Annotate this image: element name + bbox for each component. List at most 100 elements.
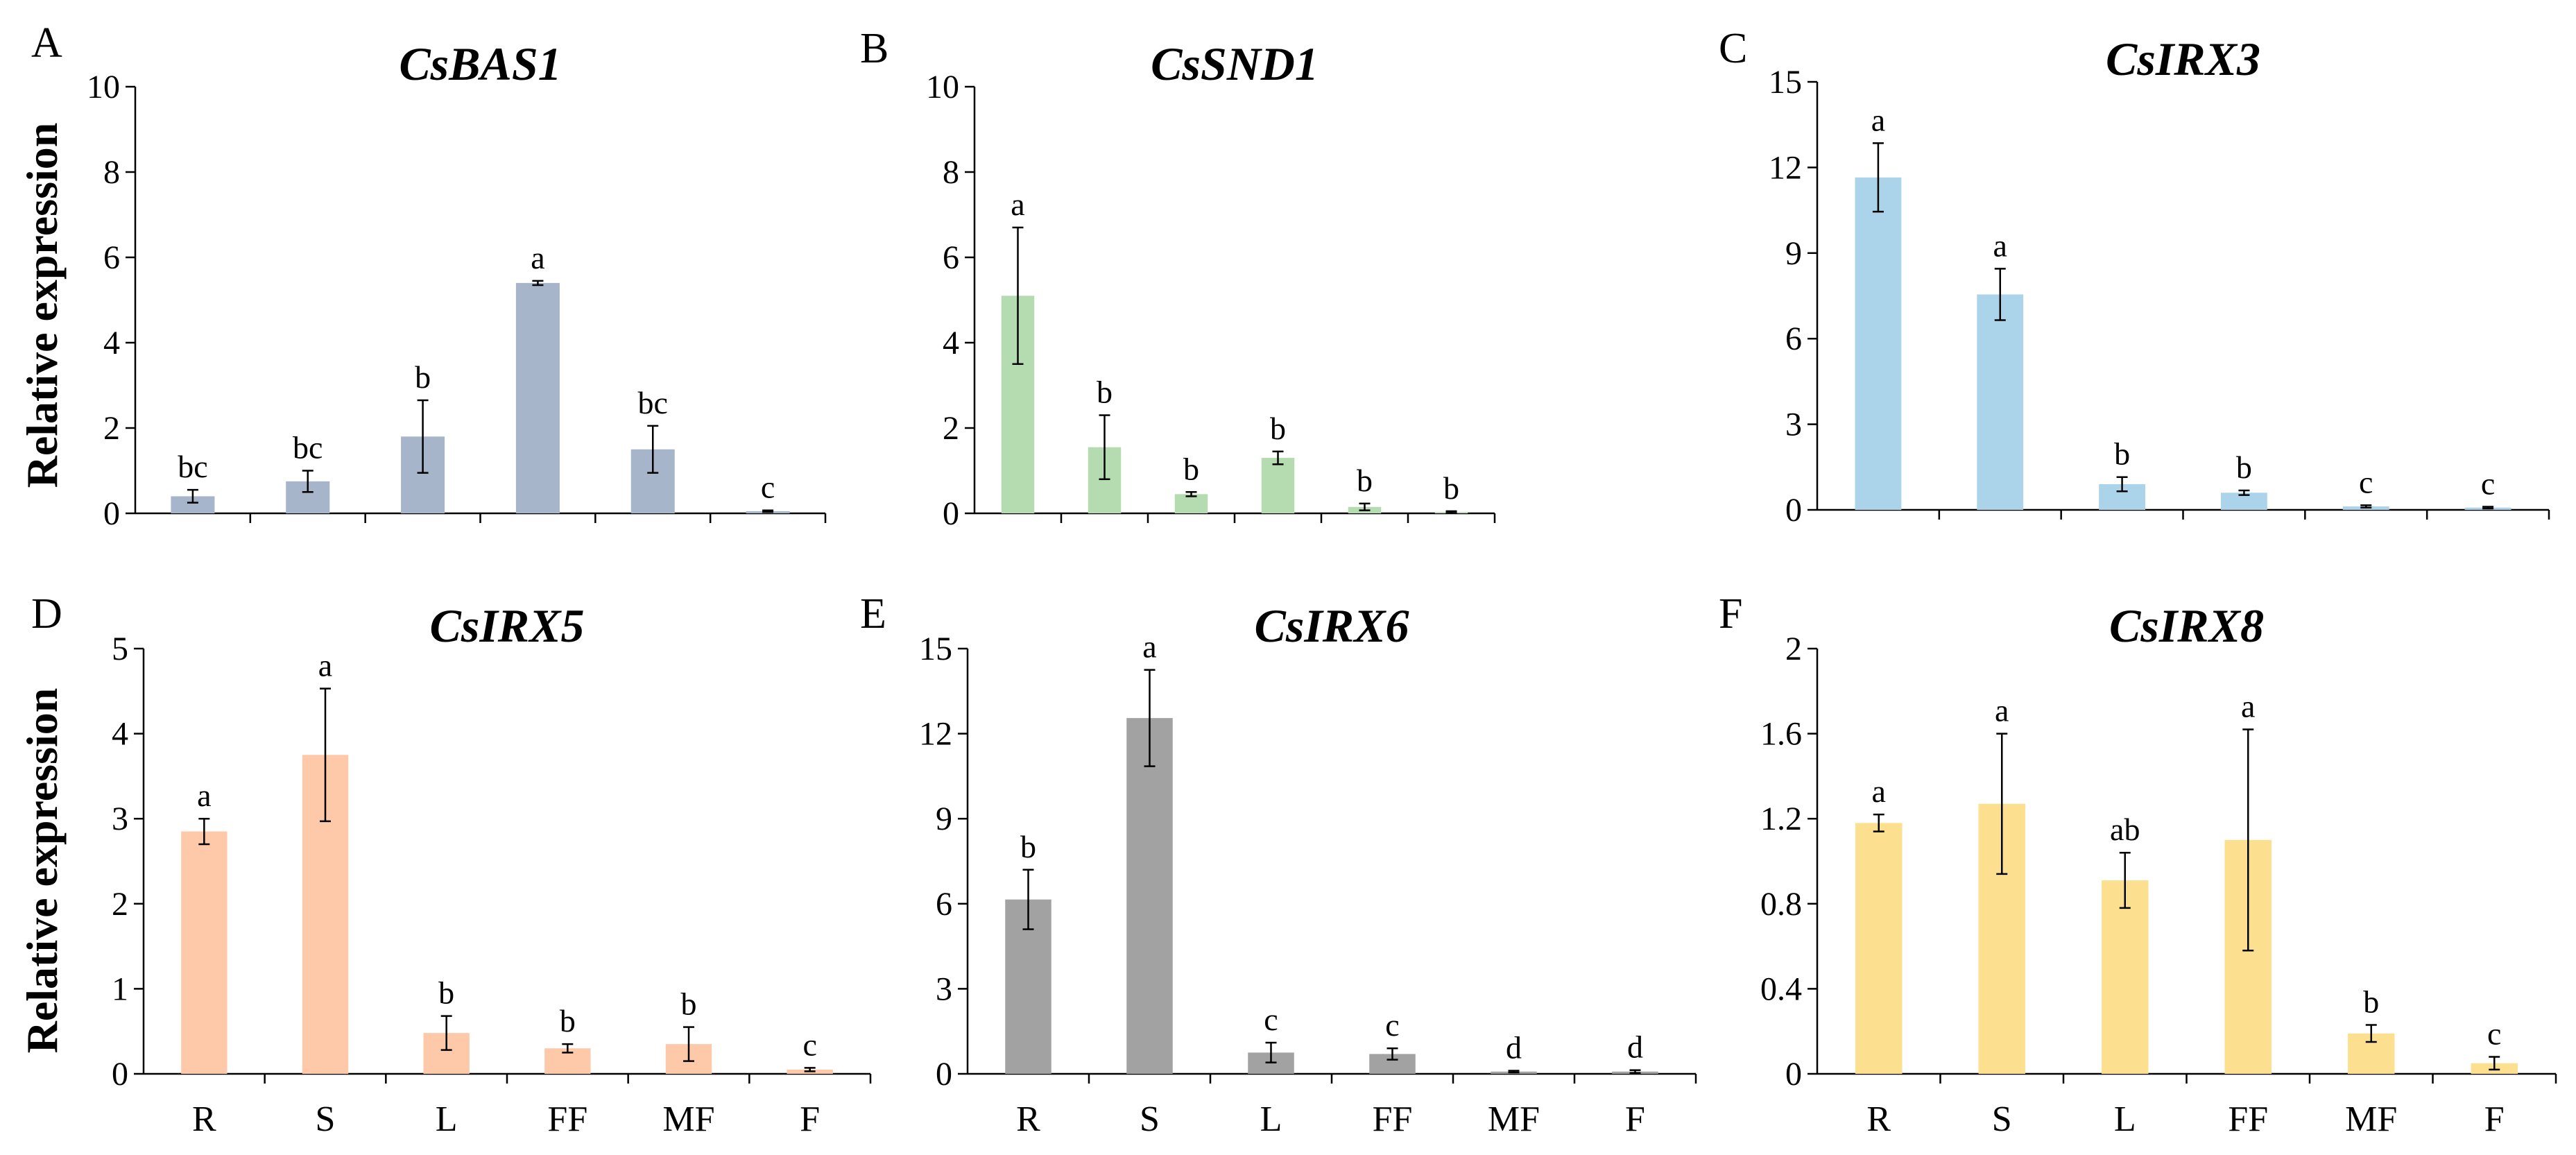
x-category-label: MF [1488,1100,1540,1139]
y-tick-label: 2 [103,410,120,447]
significance-label: b [1270,411,1286,446]
x-category-label: F [800,1100,820,1139]
significance-label: c [2359,464,2373,499]
significance-label: a [531,240,544,275]
x-category-label: FF [547,1100,587,1139]
chart-title: CsBAS1 [399,37,561,90]
significance-label: bc [178,449,207,484]
panel-letter: D [31,590,62,638]
panel-d-chart: D CsIRX5 0 1 2 3 4 5 a Ra Sb Lb FF b MF c F [31,590,872,1139]
y-tick-label: 10 [926,69,959,105]
y-tick-label: 6 [103,239,120,276]
y-axis-label-bottom: Relative expression [17,688,67,1054]
y-tick-label: 12 [919,716,952,753]
significance-label: a [2241,688,2255,724]
x-category-label: F [2484,1100,2505,1139]
significance-label: a [1011,187,1024,222]
y-tick-label: 4 [943,325,959,361]
x-category-label: MF [662,1100,714,1139]
significance-label: a [1993,228,2007,263]
x-category-label: F [1625,1100,1645,1139]
significance-label: a [1871,102,1885,137]
significance-label: b [681,986,697,1022]
x-category-label: FF [1373,1100,1413,1139]
x-category-label: R [1016,1100,1040,1139]
y-tick-label: 12 [1769,149,1802,186]
x-category-label: S [1992,1100,2012,1139]
significance-label: d [1506,1030,1522,1066]
significance-label: b [1443,470,1459,506]
panel-letter: F [1719,590,1742,638]
significance-label: b [438,975,454,1011]
y-tick-label: 9 [1785,235,1802,272]
significance-label: b [2114,436,2130,472]
significance-label: b [1357,463,1373,498]
x-category-label: MF [2345,1100,2397,1139]
y-tick-label: 6 [943,239,959,276]
y-tick-label: 10 [87,69,120,105]
significance-label: b [1183,451,1199,486]
y-tick-label: 9 [936,801,952,837]
y-tick-label: 3 [936,970,952,1007]
y-tick-label: 0 [103,495,120,532]
y-tick-label: 8 [943,154,959,191]
y-tick-label: 1 [112,970,128,1007]
bar [1855,177,1902,510]
x-category-label: S [1140,1100,1160,1139]
y-tick-label: 15 [919,631,952,667]
bar [1855,823,1903,1074]
y-tick-label: 5 [112,631,128,667]
x-category-label: L [2114,1100,2136,1139]
y-tick-label: 3 [1785,407,1802,443]
significance-label: b [560,1003,576,1038]
y-tick-label: 0.8 [1760,886,1802,923]
y-tick-label: 3 [112,801,128,837]
significance-label: c [1264,1002,1278,1037]
y-tick-label: 15 [1769,64,1802,101]
y-tick-label: 1.2 [1760,801,1802,837]
x-category-label: FF [2228,1100,2268,1139]
y-axis-label-top: Relative expression [17,123,67,488]
significance-label: bc [638,385,668,420]
y-tick-label: 2 [112,886,128,923]
bar [1261,458,1295,513]
y-tick-label: 8 [103,154,120,191]
y-tick-label: 2 [1785,631,1802,667]
x-category-label: L [1260,1100,1282,1139]
y-tick-label: 6 [936,886,952,923]
y-tick-label: 0 [943,495,959,532]
y-tick-label: 6 [1785,320,1802,357]
significance-label: b [2236,450,2252,485]
chart-title: CsIRX8 [2109,599,2264,652]
y-tick-label: 4 [103,325,120,361]
chart-title: CsIRX5 [430,599,585,652]
bar [1126,718,1173,1074]
bar [515,282,560,513]
panel-b-chart: B CsSND1 0 2 4 6 8 10 a b b b b b [860,25,1496,532]
chart-title: CsIRX6 [1255,599,1409,652]
panel-letter: A [31,19,62,67]
significance-label: b [415,359,431,395]
significance-label: bc [293,430,323,465]
significance-label: a [318,648,332,683]
bar [181,831,227,1074]
y-tick-label: 4 [112,716,128,753]
panel-letter: E [860,590,886,638]
bar [1977,294,2024,510]
x-category-label: R [1866,1100,1891,1139]
significance-label: ab [2110,812,2140,847]
panel-c-chart: C CsIRX3 0 3 6 9 12 15 a a b b c c [1719,25,2550,529]
y-tick-label: 0 [1785,1056,1802,1093]
bar [1174,494,1208,513]
panel-a-chart: A CsBAS1 0 2 4 6 8 10 bc bc b a bc c [31,19,827,532]
y-tick-label: 0.4 [1760,970,1802,1007]
significance-label: b [1020,829,1036,864]
y-tick-label: 0 [112,1056,128,1093]
significance-label: c [2487,1016,2501,1051]
y-tick-label: 0 [936,1056,952,1093]
chart-title: CsSND1 [1151,37,1319,90]
y-tick-label: 2 [943,410,959,447]
x-category-label: R [192,1100,216,1139]
